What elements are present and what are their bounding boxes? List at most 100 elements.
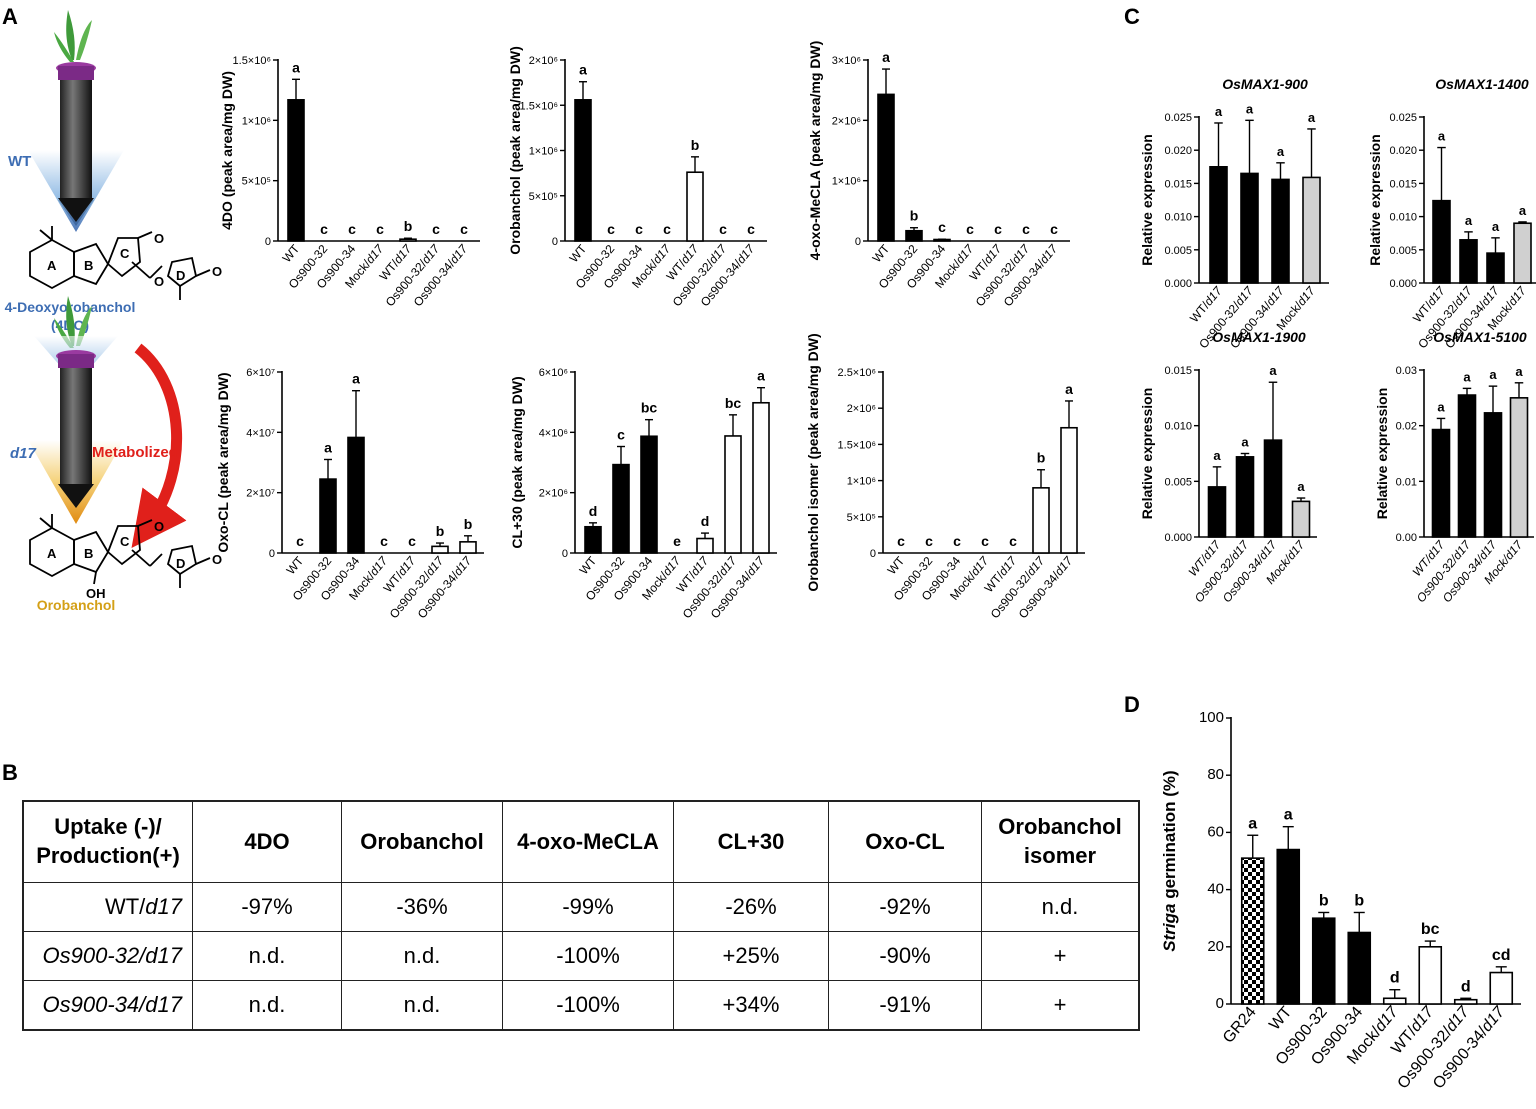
column-header: 4-oxo-MeCLA [502, 800, 674, 883]
bar [584, 525, 602, 554]
y-tick-label: 1×10⁶ [847, 476, 876, 488]
y-tick-label: 5×10⁵ [529, 191, 558, 203]
table-cell: n.d. [341, 980, 503, 1031]
significance-letter: c [320, 221, 328, 237]
column-header: Orobanchol [341, 800, 503, 883]
y-tick-label: 0.025 [1164, 112, 1192, 124]
significance-letter: b [1319, 892, 1329, 909]
y-tick-label: 4×10⁶ [539, 427, 568, 439]
ring-label: D [176, 556, 185, 571]
significance-letter: a [1248, 815, 1257, 832]
y-tick-label: 0.000 [1164, 532, 1192, 544]
bar [686, 171, 704, 242]
row-header: Os900-34/d17 [22, 980, 193, 1031]
bar [1263, 439, 1283, 538]
row-header-prefix: Os900-34/ [42, 992, 146, 1017]
x-tick-label: WT [870, 241, 893, 265]
bar [1432, 199, 1451, 284]
compound-orobanchol-name: Orobanchol [37, 597, 116, 613]
d17-label: d17 [10, 445, 37, 462]
x-tick-label: WT [1266, 1003, 1295, 1033]
metabolized-label: Metabolized [92, 444, 178, 461]
row-header-italic: d17 [145, 894, 182, 919]
column-header: 4DO [192, 800, 342, 883]
significance-letter: b [910, 208, 919, 224]
bar [287, 99, 305, 242]
bar [1032, 487, 1050, 554]
y-tick-label: 0 [1216, 995, 1224, 1012]
y-tick-label: 0.03 [1396, 365, 1417, 377]
table-cell: -97% [192, 882, 342, 932]
plant-leaf-icon [54, 32, 74, 62]
bar [319, 478, 337, 554]
isomer-header-line1: Orobanchol [998, 814, 1122, 840]
significance-letter: c [719, 221, 727, 237]
y-tick-label: 0.020 [1164, 145, 1192, 157]
significance-letter: a [1297, 479, 1305, 494]
table-cell: n.d. [341, 931, 503, 981]
table-cell: -100% [502, 931, 674, 981]
table-cell: n.d. [192, 980, 342, 1031]
chart-a4: 0 2×10⁷ 4×10⁷ 6×10⁷ Oxo-CL (peak area/mg DW)… [215, 367, 484, 621]
uptake-production-table: Uptake (-)/ Production(+) 4DO Orobanchol… [22, 800, 1140, 1031]
y-tick-label: 5×10⁵ [242, 176, 271, 188]
y-tick-label: 4×10⁷ [246, 427, 275, 439]
significance-letter: c [938, 219, 946, 235]
y-tick-label: 1.5×10⁶ [233, 55, 271, 67]
ring-label: D [176, 268, 185, 283]
significance-letter: bc [725, 395, 742, 411]
bar [1382, 997, 1407, 1005]
table-cell: + [981, 980, 1140, 1031]
panel-label-a: A [2, 4, 18, 29]
y-tick-label: 0 [269, 548, 275, 560]
y-tick-label: 0.015 [1389, 178, 1417, 190]
corner-header-line2: Production(+) [36, 843, 180, 868]
chart-a3: 0 1×10⁶ 2×10⁶ 3×10⁶ 4-oxo-MeCLA (peak area/m… [807, 41, 1070, 309]
chart-a5: 0 2×10⁶ 4×10⁶ 6×10⁶ CL+30 (peak area/mg DW) d… [509, 367, 777, 621]
bar [1271, 178, 1290, 284]
table-cell: -92% [828, 882, 982, 932]
significance-letter: a [1246, 101, 1254, 116]
y-tick-label: 2.5×10⁶ [838, 367, 876, 379]
chart-title: OsMAX1-5100 [1433, 329, 1527, 345]
panel-label-c: C [1124, 4, 1140, 29]
tube-tip-icon [58, 484, 94, 508]
y-tick-label: 0 [870, 548, 876, 560]
significance-letter: c [1009, 533, 1017, 549]
tube-tip-icon [58, 198, 94, 222]
significance-letter: c [432, 221, 440, 237]
significance-letter: a [1519, 203, 1527, 218]
chart-c2: 0.000 0.005 0.010 0.015 0.020 0.025 Relative e… [1367, 76, 1536, 351]
significance-letter: a [1463, 369, 1471, 384]
plant-leaf-icon [66, 10, 75, 60]
y-tick-label: 0.025 [1389, 112, 1417, 124]
table-cell: +25% [673, 931, 829, 981]
y-tick-label: 0 [855, 236, 861, 248]
significance-letter: e [673, 533, 681, 549]
y-tick-label: 2×10⁶ [847, 403, 876, 415]
significance-letter: c [296, 533, 304, 549]
y-tick-label: 1.5×10⁶ [838, 439, 876, 451]
y-tick-label: 20 [1207, 938, 1224, 955]
bar [1513, 222, 1532, 284]
y-tick-label: 0.005 [1164, 245, 1192, 257]
y-axis-label: Striga germination (%) [1160, 770, 1179, 951]
row-header: Os900-32/d17 [22, 931, 193, 981]
significance-letter: bc [641, 400, 658, 416]
chart-title: OsMAX1-1900 [1212, 329, 1306, 345]
y-tick-label: 1.5×10⁶ [520, 100, 558, 112]
table-cell: -99% [502, 882, 674, 932]
table-row: Os900-34/d17 n.d. n.d. -100% +34% -91% + [22, 980, 1140, 1031]
y-tick-label: 0.000 [1164, 278, 1192, 290]
ring-label: A [47, 258, 57, 273]
significance-letter: c [1050, 221, 1058, 237]
row-header-italic: d17 [145, 992, 182, 1017]
y-tick-label: 5×10⁵ [847, 512, 876, 524]
significance-letter: c [953, 533, 961, 549]
chart-c3: 0.000 0.005 0.010 0.015 Relative expression O… [1139, 329, 1317, 605]
bar [1240, 172, 1259, 284]
y-tick-label: 40 [1207, 881, 1224, 898]
bar [1459, 239, 1478, 284]
bar [1486, 252, 1505, 284]
